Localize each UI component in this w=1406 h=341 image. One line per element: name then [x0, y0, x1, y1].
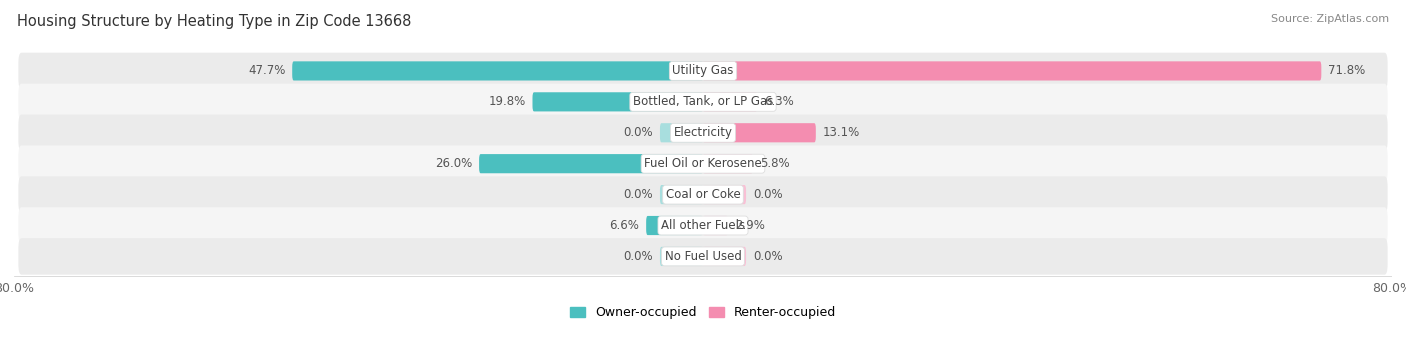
Text: 71.8%: 71.8%	[1329, 64, 1365, 77]
FancyBboxPatch shape	[659, 123, 703, 142]
FancyBboxPatch shape	[18, 176, 1388, 213]
FancyBboxPatch shape	[703, 154, 754, 173]
Legend: Owner-occupied, Renter-occupied: Owner-occupied, Renter-occupied	[565, 301, 841, 324]
FancyBboxPatch shape	[18, 238, 1388, 275]
FancyBboxPatch shape	[479, 154, 703, 173]
FancyBboxPatch shape	[703, 216, 728, 235]
FancyBboxPatch shape	[533, 92, 703, 112]
FancyBboxPatch shape	[292, 61, 703, 80]
Text: 13.1%: 13.1%	[823, 126, 860, 139]
Text: Coal or Coke: Coal or Coke	[665, 188, 741, 201]
FancyBboxPatch shape	[18, 53, 1388, 89]
Text: No Fuel Used: No Fuel Used	[665, 250, 741, 263]
FancyBboxPatch shape	[703, 247, 747, 266]
Text: Housing Structure by Heating Type in Zip Code 13668: Housing Structure by Heating Type in Zip…	[17, 14, 411, 29]
Text: 5.8%: 5.8%	[759, 157, 789, 170]
Text: 6.6%: 6.6%	[609, 219, 640, 232]
Text: 6.3%: 6.3%	[763, 95, 794, 108]
Text: 0.0%: 0.0%	[623, 126, 652, 139]
FancyBboxPatch shape	[18, 207, 1388, 244]
FancyBboxPatch shape	[659, 247, 703, 266]
Text: 47.7%: 47.7%	[247, 64, 285, 77]
FancyBboxPatch shape	[18, 84, 1388, 120]
Text: Fuel Oil or Kerosene: Fuel Oil or Kerosene	[644, 157, 762, 170]
Text: Electricity: Electricity	[673, 126, 733, 139]
Text: 26.0%: 26.0%	[434, 157, 472, 170]
Text: 0.0%: 0.0%	[623, 188, 652, 201]
FancyBboxPatch shape	[18, 115, 1388, 151]
FancyBboxPatch shape	[703, 61, 1322, 80]
FancyBboxPatch shape	[703, 92, 758, 112]
FancyBboxPatch shape	[18, 146, 1388, 182]
Text: 0.0%: 0.0%	[754, 188, 783, 201]
Text: 0.0%: 0.0%	[754, 250, 783, 263]
Text: 2.9%: 2.9%	[735, 219, 765, 232]
Text: All other Fuels: All other Fuels	[661, 219, 745, 232]
FancyBboxPatch shape	[647, 216, 703, 235]
Text: Source: ZipAtlas.com: Source: ZipAtlas.com	[1271, 14, 1389, 24]
FancyBboxPatch shape	[703, 185, 747, 204]
FancyBboxPatch shape	[703, 123, 815, 142]
FancyBboxPatch shape	[659, 185, 703, 204]
Text: Bottled, Tank, or LP Gas: Bottled, Tank, or LP Gas	[633, 95, 773, 108]
Text: 0.0%: 0.0%	[623, 250, 652, 263]
Text: Utility Gas: Utility Gas	[672, 64, 734, 77]
Text: 19.8%: 19.8%	[488, 95, 526, 108]
